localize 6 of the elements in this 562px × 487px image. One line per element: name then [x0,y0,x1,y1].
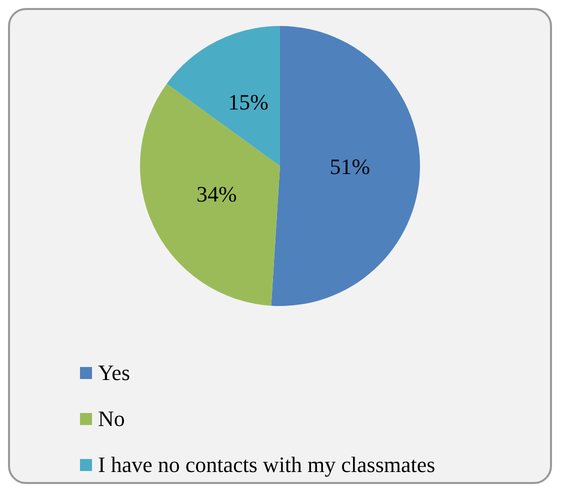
legend-label: I have no contacts with my classmates [98,452,436,478]
data-label: 15% [228,89,268,114]
data-label: 51% [330,154,370,179]
legend-label: No [98,406,125,432]
legend-label: Yes [98,360,130,386]
data-label: 34% [196,182,237,207]
